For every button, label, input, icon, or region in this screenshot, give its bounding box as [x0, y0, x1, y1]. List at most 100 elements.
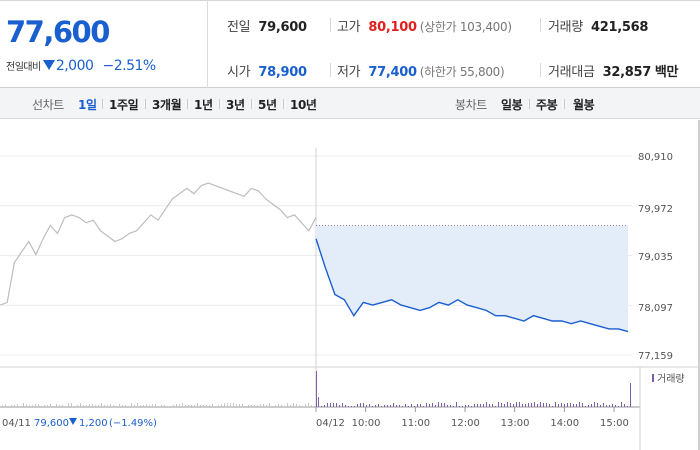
divider: [251, 99, 252, 109]
volume-bar: [116, 406, 117, 407]
volume-bar: [498, 402, 499, 407]
volume-bar: [384, 405, 385, 407]
volume-bar: [618, 406, 619, 407]
volume-bar: [316, 371, 317, 407]
divider: [283, 99, 284, 109]
candle-weekly-button[interactable]: 주봉: [536, 98, 558, 112]
volume-bar: [296, 404, 297, 407]
volume-bar: [29, 405, 30, 407]
volume-bar: [188, 405, 189, 407]
period-1d-button[interactable]: 1일: [78, 98, 97, 112]
volume-bar: [552, 406, 553, 407]
volume-bar: [378, 404, 379, 407]
volume-bar: [203, 405, 204, 407]
x-tick-label: 15:00: [600, 418, 629, 429]
upper-limit: (상한가 103,400): [419, 20, 512, 34]
volume-bar: [567, 403, 568, 407]
volume-bar: [302, 406, 303, 407]
volume-bar: [588, 405, 589, 407]
period-10y-button[interactable]: 10년: [290, 98, 317, 112]
volume-bar: [212, 404, 213, 407]
volume-bar: [507, 402, 508, 407]
period-3y-button[interactable]: 3년: [226, 98, 245, 112]
x-tick-label: 10:00: [352, 418, 381, 429]
prev-day-price-line: [0, 182, 317, 306]
volume-bar: [230, 403, 231, 407]
y-tick-label: 77,159: [638, 351, 673, 362]
volume-bar: [140, 405, 141, 407]
divider: [219, 99, 220, 109]
volume-bar: [399, 405, 400, 407]
volume-bar: [200, 405, 201, 407]
volume-bar: [104, 405, 105, 407]
volume-bar: [570, 403, 571, 407]
y-tick-label: 79,972: [638, 204, 673, 215]
period-1y-button[interactable]: 1년: [194, 98, 213, 112]
volume-value: 421,568: [590, 20, 649, 35]
low-label: 저가: [337, 65, 361, 80]
volume-bar: [462, 406, 463, 407]
volume-bar: [272, 406, 273, 407]
change-percent: −2.51%: [102, 58, 157, 74]
volume-bar: [624, 404, 625, 407]
volume-bar: [23, 403, 24, 407]
volume-bar: [95, 405, 96, 407]
volume-bar: [459, 406, 460, 407]
volume-bar: [543, 403, 544, 407]
volume-bar: [495, 406, 496, 407]
volume-bar: [41, 406, 42, 407]
volume-bar: [447, 405, 448, 407]
volume-bar: [573, 404, 574, 407]
volume-bar: [546, 403, 547, 407]
candle-daily-button[interactable]: 일봉: [501, 98, 523, 112]
volume-bar: [92, 404, 93, 407]
volume-bar: [2, 405, 3, 407]
volume-bar: [14, 405, 15, 407]
divider: [529, 99, 530, 109]
volume-bar: [474, 404, 475, 407]
x-tick-label: 14:00: [550, 418, 579, 429]
volume-bar: [80, 403, 81, 407]
volume-bar: [89, 404, 90, 407]
volume-bar: [74, 406, 75, 407]
x-axis: 04/12 10:00 11:00 12:00 13:00 14:00 15:00: [315, 407, 629, 429]
volume-bar: [167, 406, 168, 407]
volume-bar: [351, 406, 352, 407]
volume-bar: [348, 406, 349, 407]
period-3m-button[interactable]: 3개월: [152, 98, 182, 112]
volume-bar: [113, 405, 114, 407]
candle-monthly-button[interactable]: 월봉: [573, 98, 595, 112]
change-row: 전일대비 2,000 −2.51%: [6, 55, 156, 74]
volume-bar: [308, 403, 309, 407]
prev-day-change: 1,200: [79, 418, 108, 429]
volume-bar: [438, 402, 439, 407]
volume-bar: [311, 405, 312, 407]
quote-header: 77,600 전일대비 2,000 −2.51% 전일 79,600 고가 80,10…: [0, 0, 700, 88]
period-1w-button[interactable]: 1주일: [109, 98, 139, 112]
trade-amount-unit: 백만: [654, 65, 679, 80]
volume-bar: [221, 404, 222, 407]
volume-bar: [245, 406, 246, 407]
volume-bar: [369, 404, 370, 407]
volume-bar: [585, 406, 586, 407]
divider: [330, 63, 331, 77]
volume-bar: [293, 403, 294, 407]
volume-bar: [278, 404, 279, 407]
volume-bar: [128, 406, 129, 407]
volume-bar: [257, 405, 258, 407]
volume-bar: [290, 405, 291, 407]
low-stat: 저가 77,400 (하한가 55,800): [337, 61, 505, 80]
volume-bar: [465, 405, 466, 407]
volume-bar: [68, 403, 69, 407]
volume-bar: [504, 404, 505, 407]
divider: [330, 18, 331, 32]
volume-bar: [426, 403, 427, 407]
volume-bar: [432, 403, 433, 407]
volume-bar: [492, 404, 493, 407]
volume-bar: [402, 406, 403, 407]
volume-bar: [215, 406, 216, 407]
period-5y-button[interactable]: 5년: [258, 98, 277, 112]
prev-day-close: 79,600: [34, 418, 69, 429]
down-arrow-icon: [69, 418, 77, 425]
